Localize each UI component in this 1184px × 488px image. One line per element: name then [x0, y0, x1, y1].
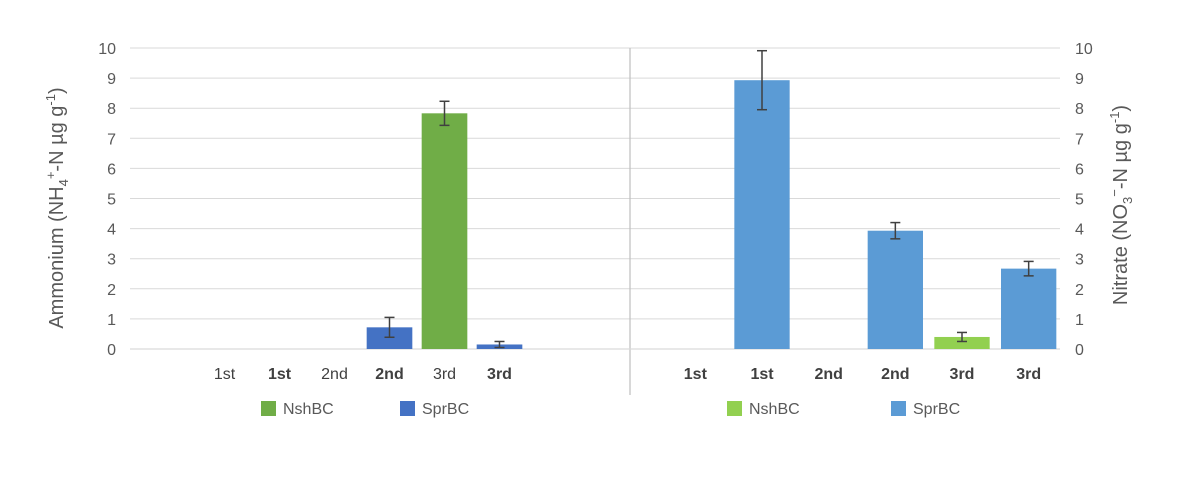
left-axis-title-sub: 4 — [56, 179, 71, 186]
x-tick-label: 3rd — [487, 366, 512, 383]
y-tick-label-left: 8 — [107, 101, 116, 118]
y-tick-labels: 0 0 1 1 2 2 3 3 4 4 5 5 6 6 7 7 8 8 9 9 10 10 — [98, 41, 1093, 359]
y-tick-label-right: 7 — [1075, 131, 1084, 148]
x-tick-label: 2nd — [321, 366, 348, 383]
y-tick-label-right: 5 — [1075, 192, 1084, 209]
y-tick-label-right: 2 — [1075, 282, 1084, 299]
right-axis-title-sup2: -1 — [1107, 112, 1122, 124]
y-tick-label-left: 9 — [107, 71, 116, 88]
left-axis-title-mid: -N µg g — [46, 106, 68, 172]
legend: NshBC SprBC NshBC SprBC — [261, 401, 960, 418]
left-axis-title-sup: + — [43, 172, 58, 180]
y-tick-label-left: 6 — [107, 161, 116, 178]
y-tick-label-left: 7 — [107, 131, 116, 148]
right-axis-title: Nitrate (NO3−-N µg g-1) — [1107, 105, 1135, 305]
legend-swatch-nshbc — [261, 401, 276, 416]
right-axis-title-mid: -N µg g — [1110, 123, 1132, 189]
x-tick-label: 1st — [750, 366, 774, 383]
legend-label: NshBC — [749, 401, 800, 418]
legend-label: SprBC — [913, 401, 960, 418]
legend-swatch-sprbc — [400, 401, 415, 416]
legend-swatch-nshbc — [727, 401, 742, 416]
left-axis-title: Ammonium (NH4+-N µg g-1) — [43, 87, 71, 328]
legend-label: SprBC — [422, 401, 469, 418]
x-tick-label: 3rd — [950, 366, 975, 383]
y-tick-label-left: 4 — [107, 222, 116, 239]
right-axis-title-sup: − — [1107, 189, 1122, 197]
right-axis-title-sub: 3 — [1120, 197, 1135, 204]
bar-sprbc — [1001, 268, 1057, 349]
y-tick-label-right: 3 — [1075, 252, 1084, 269]
x-tick-label: 2nd — [881, 366, 909, 383]
y-tick-label-left: 5 — [107, 192, 116, 209]
left-axis-title-suffix: ) — [46, 87, 68, 94]
y-tick-label-left: 2 — [107, 282, 116, 299]
y-tick-label-right: 8 — [1075, 101, 1084, 118]
x-tick-label: 1st — [214, 366, 236, 383]
x-tick-label: 2nd — [814, 366, 842, 383]
x-tick-label: 1st — [684, 366, 708, 383]
y-tick-label-right: 6 — [1075, 161, 1084, 178]
y-tick-label-left: 10 — [98, 41, 116, 58]
y-tick-label-left: 3 — [107, 252, 116, 269]
bar-nshbc — [421, 113, 468, 349]
x-tick-label: 2nd — [375, 366, 403, 383]
gridlines — [130, 47, 1060, 320]
left-axis-title-sup2: -1 — [43, 94, 58, 106]
bar-nshbc — [934, 336, 990, 349]
legend-swatch-sprbc — [891, 401, 906, 416]
y-tick-label-right: 1 — [1075, 312, 1084, 329]
y-tick-label-left: 1 — [107, 312, 116, 329]
x-tick-label: 3rd — [1016, 366, 1041, 383]
x-tick-label: 3rd — [433, 366, 456, 383]
right-axis-title-suffix: ) — [1110, 105, 1132, 112]
bar-sprbc — [734, 80, 790, 349]
right-axis-title-prefix: Nitrate (NO — [1110, 204, 1132, 305]
y-tick-label-right: 4 — [1075, 222, 1084, 239]
bar-sprbc — [366, 327, 413, 349]
y-tick-label-right: 9 — [1075, 71, 1084, 88]
left-axis-title-prefix: Ammonium (NH — [46, 186, 68, 328]
x-tick-label: 1st — [268, 366, 292, 383]
legend-label: NshBC — [283, 401, 334, 418]
y-tick-label-right: 0 — [1075, 342, 1084, 359]
x-tick-labels: 1st 1st 2nd 2nd 3rd 3rd 1st 1st 2nd 2nd 3rd 3rd — [214, 366, 1041, 383]
bars-layer — [366, 49, 1057, 349]
y-tick-label-left: 0 — [107, 342, 116, 359]
y-tick-label-right: 10 — [1075, 41, 1093, 58]
bar-sprbc — [867, 230, 923, 349]
